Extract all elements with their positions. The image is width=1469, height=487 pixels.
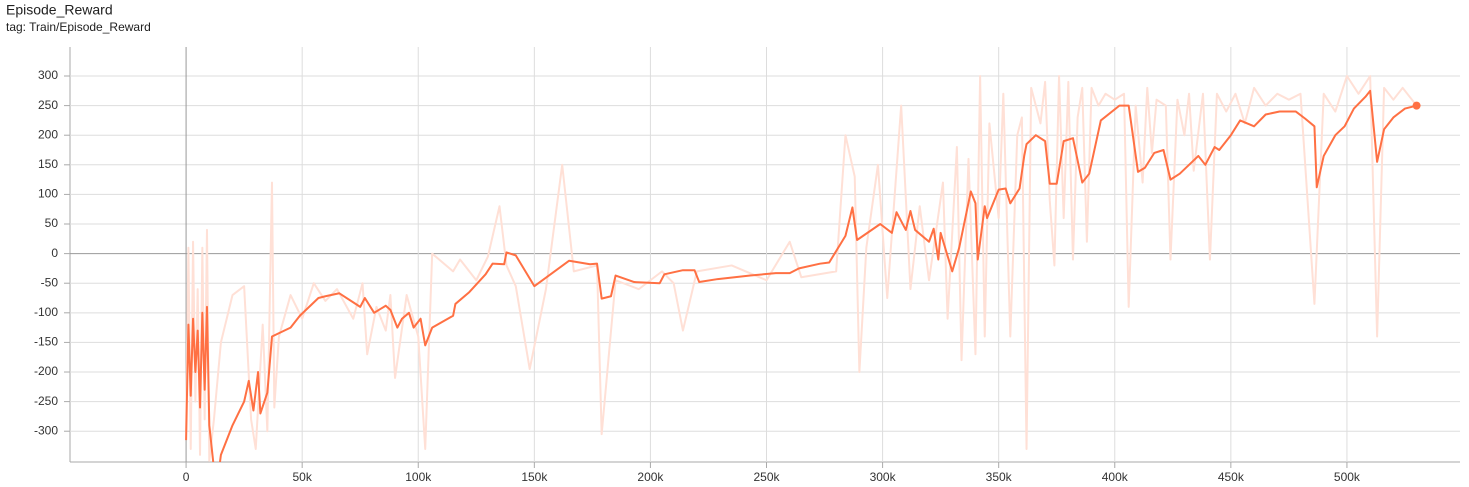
x-tick-label: 300k	[870, 470, 897, 484]
y-tick-label: 0	[51, 246, 58, 260]
y-tick-label: 50	[45, 216, 59, 230]
x-tick-label: 350k	[986, 470, 1013, 484]
x-tick-label: 250k	[753, 470, 780, 484]
last-point	[1412, 101, 1421, 110]
series-line	[185, 89, 1417, 462]
y-tick-label: -50	[41, 275, 59, 289]
chart-title: Episode_Reward	[6, 2, 113, 18]
y-tick-label: 300	[38, 68, 58, 82]
plot-area	[185, 75, 1421, 462]
x-tick-label: 200k	[637, 470, 664, 484]
grid: -300 -250 -200 -150 -100 -50 0 50 100 150 200 250 30…	[34, 47, 1460, 484]
x-tick-label: 450k	[1218, 470, 1245, 484]
y-tick-label: -300	[34, 423, 58, 437]
x-tick-label: 0	[183, 470, 190, 484]
y-tick-label: 150	[38, 157, 58, 171]
y-tick-label: -150	[34, 335, 58, 349]
y-tick-label: -100	[34, 305, 58, 319]
x-tick-label: 100k	[405, 470, 432, 484]
chart-subtitle: tag: Train/Episode_Reward	[6, 20, 151, 34]
y-tick-label: -250	[34, 394, 58, 408]
x-tick-label: 150k	[521, 470, 548, 484]
x-tick-label: 400k	[1102, 470, 1129, 484]
y-tick-label: -200	[34, 364, 58, 378]
x-tick-label: 500k	[1334, 470, 1361, 484]
y-tick-label: 100	[38, 187, 58, 201]
y-tick-label: 250	[38, 98, 58, 112]
y-tick-label: 200	[38, 127, 58, 141]
x-tick-label: 50k	[292, 470, 312, 484]
